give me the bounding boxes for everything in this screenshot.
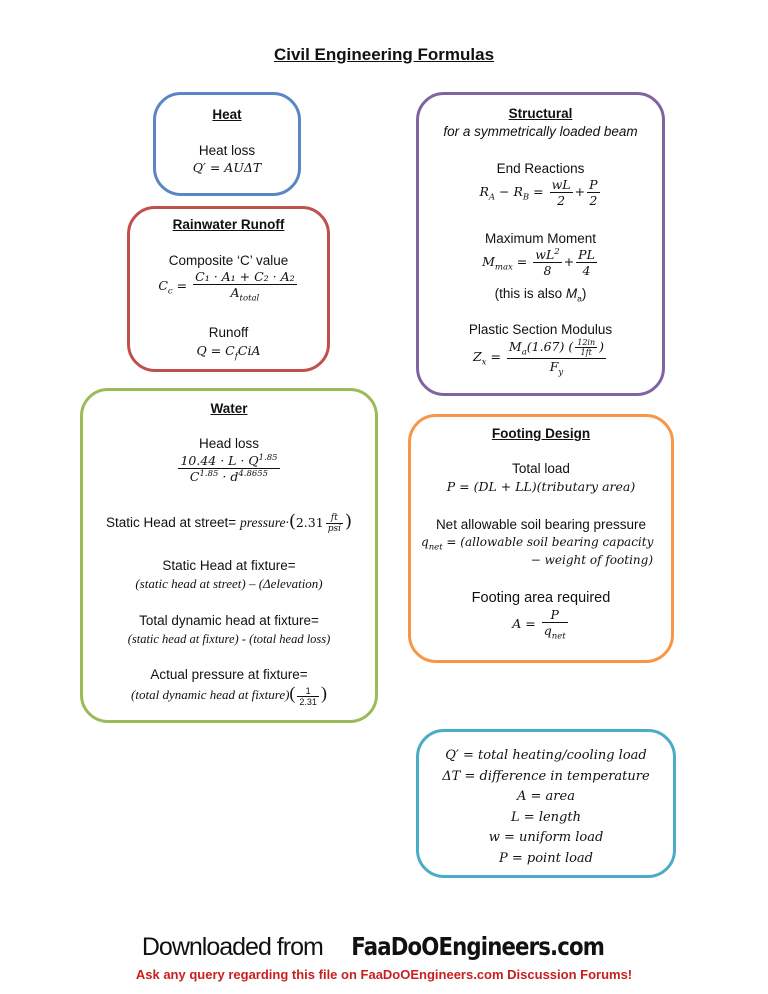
tdh-label: Total dynamic head at fixture= <box>139 613 319 628</box>
net-pressure-label: Net allowable soil bearing pressure <box>435 517 647 532</box>
downloaded-from-text: Downloaded from <box>141 933 329 961</box>
legend-item: L = length <box>511 809 581 825</box>
legend-item: A = area <box>517 789 575 804</box>
plastic-modulus-label: Plastic Section Modulus <box>468 322 613 337</box>
static-head-street: Static Head at street= pressure·(2.31 ft p… <box>105 511 352 534</box>
water-box: Water Head loss 10.44 · L · Q1.85 C1.85 ·… <box>80 388 378 723</box>
heat-loss-label: Heat loss <box>198 143 256 158</box>
max-moment-formula: Mmax = wL2 8 + PL 4 <box>482 247 597 279</box>
composite-formula: Cc = C₁ · A₁ + C₂ · A₂ Atotal <box>130 269 327 304</box>
eq: = <box>176 277 188 293</box>
also-ma-note: (this is also Ma) <box>494 286 587 304</box>
legend-item: P = point load <box>499 850 593 866</box>
variable-legend-box: Q′ = total heating/cooling load ΔT = dif… <box>416 729 676 878</box>
net-pressure-formula-line1: qnet = (allowable soil bearing capacity <box>421 535 654 553</box>
cc-fraction: C₁ · A₁ + C₂ · A₂ Atotal <box>193 269 297 304</box>
static-head-fixture-formula: (static head at street) – (Δelevation) <box>135 576 323 591</box>
rainwater-heading: Rainwater Runoff <box>172 217 285 232</box>
structural-subheading: for a symmetrically loaded beam <box>443 124 638 139</box>
structural-heading: Structural <box>508 106 573 121</box>
cc-denominator: Atotal <box>230 285 260 304</box>
footing-area-label: Footing area required <box>471 590 611 606</box>
runoff-label: Runoff <box>208 325 249 340</box>
actual-pressure-formula: (total dynamic head at fixture)(1 2.31) <box>131 683 327 707</box>
rainwater-box: Rainwater Runoff Composite ‘C’ value Cc … <box>127 206 330 372</box>
runoff-formula: Q = CfCiA <box>196 343 261 362</box>
static-head-fixture-label: Static Head at fixture= <box>162 558 296 573</box>
legend-item: Q′ = total heating/cooling load <box>445 748 647 763</box>
max-moment-label: Maximum Moment <box>484 231 597 246</box>
forum-link[interactable]: Ask any query regarding this file on Faa… <box>135 967 633 982</box>
faadooengineers-logo[interactable]: FaaDoOEngineers.com <box>351 932 605 961</box>
structural-box: Structural for a symmetrically loaded be… <box>416 92 665 396</box>
footing-box: Footing Design Total load P = (DL + LL)(… <box>408 414 674 663</box>
tdh-formula: (static head at fixture) - (total head l… <box>127 632 331 646</box>
actual-pressure-label: Actual pressure at fixture= <box>150 667 308 682</box>
water-heading: Water <box>210 401 248 416</box>
footing-heading: Footing Design <box>491 426 591 441</box>
heat-heading: Heat <box>212 107 242 122</box>
cc-sub: c <box>167 286 173 297</box>
heat-loss-formula: Q′ = AUΔT <box>192 160 262 175</box>
head-loss-formula: 10.44 · L · Q1.85 C1.85 · d4.8655 <box>178 453 280 485</box>
end-reactions-label: End Reactions <box>496 161 585 176</box>
total-load-label: Total load <box>512 461 570 476</box>
composite-label: Composite ‘C’ value <box>168 253 289 268</box>
plastic-modulus-formula: Zx = Ma(1.67) (12in 1ft) Fy <box>472 338 607 377</box>
cc-var: C <box>158 277 168 293</box>
net-pressure-formula-line2: − weight of footing) <box>530 553 653 567</box>
head-loss-label: Head loss <box>198 436 260 451</box>
legend-item: w = uniform load <box>488 830 604 845</box>
download-banner: Downloaded from FaaDoOEngineers.com <box>0 932 768 962</box>
total-load-formula: P = (DL + LL)(tributary area) <box>446 479 636 494</box>
end-reactions-formula: RA − RB = wL 2 + P 2 <box>479 177 600 208</box>
cc-numerator: C₁ · A₁ + C₂ · A₂ <box>193 269 297 285</box>
legend-item: ΔT = difference in temperature <box>442 768 650 784</box>
heat-box: Heat Heat loss Q′ = AUΔT <box>153 92 301 196</box>
page-title: Civil Engineering Formulas <box>273 45 495 64</box>
